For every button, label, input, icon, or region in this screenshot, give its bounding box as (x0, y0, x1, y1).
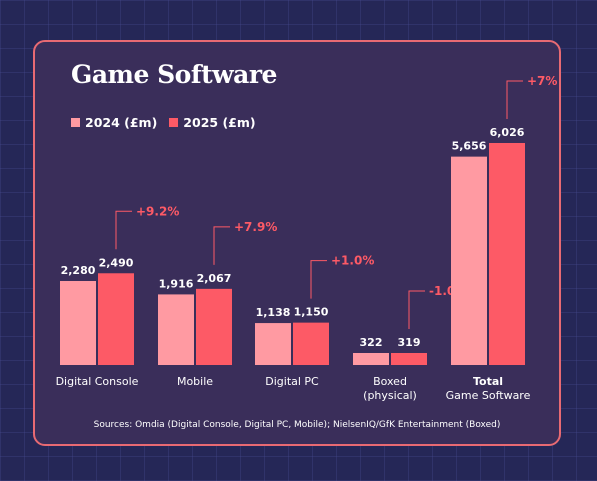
change-connector-digital-pc (310, 260, 327, 299)
change-label-digital-pc: +1.0% (331, 254, 374, 268)
category-label-digital-console: Digital Console (56, 375, 139, 388)
change-label-mobile: +7.9% (234, 220, 277, 234)
chart-title: Game Software (71, 60, 277, 89)
legend-item-2025: 2025 (£m) (169, 115, 256, 130)
legend-item-2024: 2024 (£m) (71, 115, 157, 130)
value-label-digital-pc-2025: 1,150 (294, 306, 329, 319)
value-label-total-2024: 5,656 (452, 140, 487, 153)
category-label-digital-pc: Digital PC (265, 375, 319, 388)
bar-digital-console-2025 (98, 273, 134, 365)
bar-boxed-2024 (353, 353, 389, 365)
change-connector-boxed (408, 290, 425, 329)
chart-card: Game Software 2024 (£m) 2025 (£m) 2,280 2… (33, 40, 561, 446)
category-label-boxed: Boxed (373, 375, 407, 388)
value-label-boxed-2024: 322 (360, 336, 383, 349)
value-label-total-2025: 6,026 (490, 126, 525, 139)
bar-digital-console-2024 (60, 281, 96, 365)
value-label-digital-console-2024: 2,280 (61, 264, 96, 277)
legend-label-2025: 2025 (£m) (183, 115, 256, 130)
legend-swatch-2025 (169, 118, 179, 127)
change-label-digital-console: +9.2% (136, 204, 179, 218)
bar-digital-pc-2024 (255, 323, 291, 365)
category-label-total: Total (473, 375, 503, 388)
bar-total-2024 (451, 156, 487, 365)
category-label-total-line2: Game Software (446, 389, 531, 402)
legend-label-2024: 2024 (£m) (85, 115, 158, 130)
value-label-mobile-2025: 2,067 (197, 272, 232, 285)
source-note: Sources: Omdia (Digital Console, Digital… (93, 420, 501, 430)
value-label-mobile-2024: 1,916 (159, 277, 194, 290)
bar-total-2025 (489, 143, 525, 365)
value-label-digital-pc-2024: 1,138 (256, 306, 291, 319)
bar-mobile-2024 (158, 294, 194, 365)
value-label-boxed-2025: 319 (398, 336, 421, 349)
change-label-total: +7% (527, 74, 557, 88)
change-connector-mobile (213, 226, 230, 265)
legend-swatch-2024 (71, 118, 80, 127)
change-connector-total (506, 80, 523, 119)
bar-boxed-2025 (391, 353, 427, 365)
value-label-digital-console-2025: 2,490 (99, 256, 134, 269)
category-label-boxed-line2: (physical) (363, 389, 417, 402)
bar-mobile-2025 (196, 288, 232, 365)
bar-digital-pc-2025 (293, 322, 329, 365)
change-connector-digital-console (115, 210, 132, 250)
category-label-mobile: Mobile (177, 375, 213, 388)
legend: 2024 (£m) 2025 (£m) (71, 115, 256, 130)
